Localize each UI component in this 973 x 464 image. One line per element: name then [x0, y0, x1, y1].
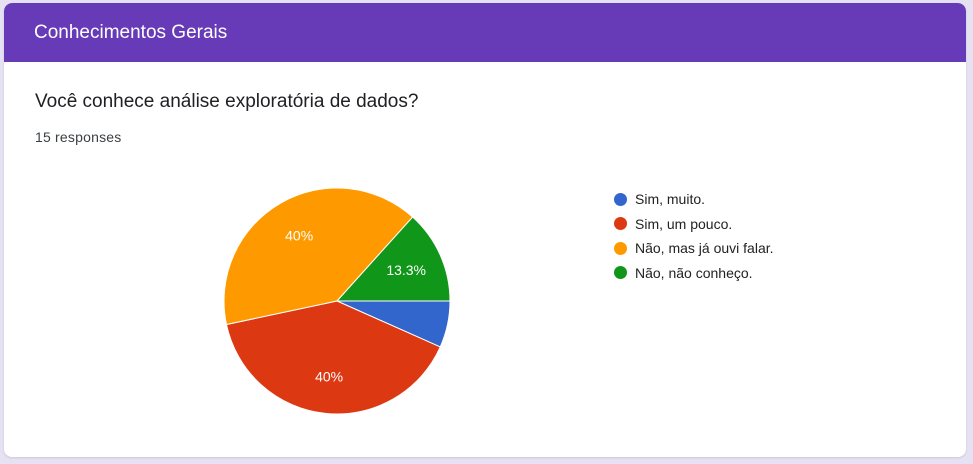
- response-card: Conhecimentos Gerais Você conhece anális…: [4, 3, 966, 457]
- pie-slice-2[interactable]: [225, 300, 441, 415]
- pie-slice-label-4: 13.3%: [386, 262, 426, 278]
- pie-slice-label-2: 40%: [315, 368, 343, 384]
- response-count: 15 responses: [35, 129, 122, 145]
- pie-chart: 40% 40% 13.3%: [223, 187, 451, 415]
- form-title: Conhecimentos Gerais: [34, 22, 228, 43]
- legend-item-3[interactable]: Não, mas já ouvi falar.: [614, 236, 774, 261]
- pie-slice-label-3: 40%: [285, 227, 313, 243]
- pie-slice-3[interactable]: [223, 187, 414, 326]
- chart-legend: Sim, muito. Sim, um pouco. Não, mas já ouv…: [614, 187, 774, 285]
- legend-label-2: Sim, um pouco.: [635, 215, 733, 232]
- legend-swatch-1: [614, 192, 627, 206]
- form-header: Conhecimentos Gerais: [4, 3, 966, 62]
- legend-item-4[interactable]: Não, não conheço.: [614, 261, 774, 286]
- legend-item-2[interactable]: Sim, um pouco.: [614, 212, 774, 237]
- legend-item-1[interactable]: Sim, muito.: [614, 187, 774, 212]
- legend-label-4: Não, não conheço.: [635, 264, 753, 281]
- legend-swatch-2: [614, 217, 627, 231]
- legend-label-1: Sim, muito.: [635, 191, 706, 208]
- question-title: Você conhece análise exploratória de dad…: [35, 91, 419, 112]
- legend-label-3: Não, mas já ouvi falar.: [635, 240, 774, 257]
- pie-slice-4[interactable]: [335, 216, 451, 302]
- legend-swatch-4: [614, 266, 627, 280]
- legend-swatch-3: [614, 241, 627, 255]
